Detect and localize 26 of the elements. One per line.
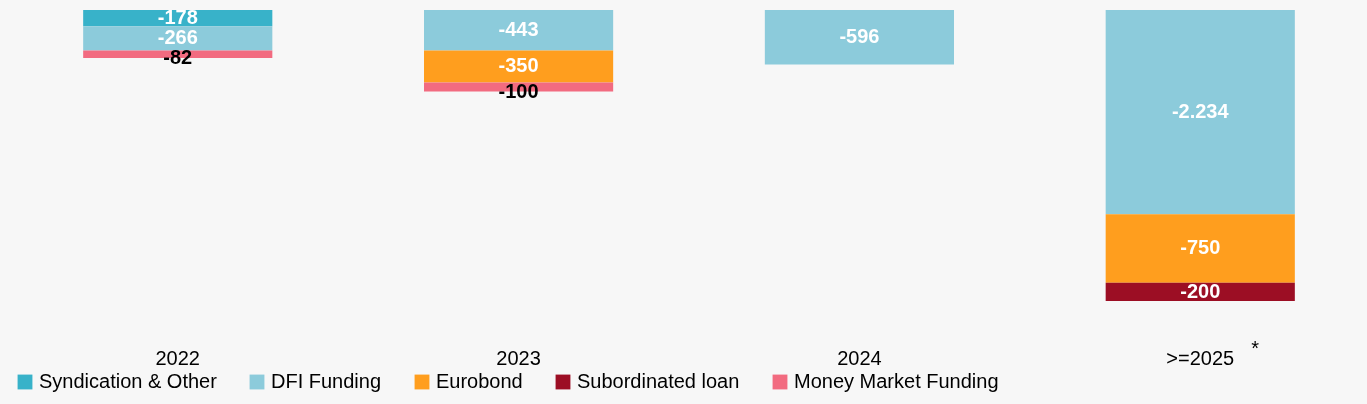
bar [1105,214,1295,283]
data-label: -350 [498,54,539,77]
data-label: -266 [157,26,198,49]
data-label: -200 [1180,279,1221,302]
x-tick-label: >=2025 [1166,346,1235,369]
x-tick-label: 2023 [496,346,541,369]
data-label: -100 [498,79,539,102]
bar [764,10,954,65]
legend-label: DFI Funding [271,370,382,392]
data-label: -82 [163,46,193,69]
data-label: -596 [839,25,880,48]
x-tick-label: 2022 [155,346,200,369]
data-label: -178 [157,6,198,29]
text: * [1251,337,1260,359]
bar [83,26,273,51]
data-label: -750 [1180,236,1221,259]
data-label: -2.234 [1171,100,1230,123]
legend-label: Syndication & Other [39,370,218,392]
bar [1105,10,1295,215]
x-tick-label: 2024 [837,346,882,369]
data-label: -443 [498,18,539,41]
bar [424,50,614,83]
legend-label: Subordinated loan [577,370,740,392]
bar [424,10,614,51]
legend-label: Money Market Funding [794,370,999,392]
legend-label: Eurobond [436,370,523,392]
